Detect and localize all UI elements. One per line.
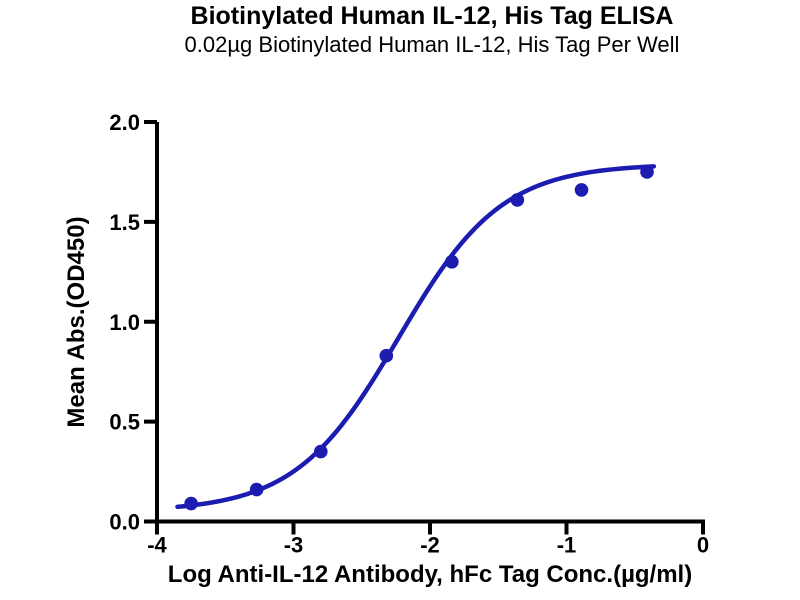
y-tick-label: 1.0 [109,310,140,335]
x-tick-label: 0 [697,533,709,558]
data-point [510,193,525,207]
data-point [249,482,264,497]
y-tick-label: 1.5 [109,210,140,235]
x-tick-label: -2 [420,533,440,558]
data-point [379,348,394,363]
data-point [314,444,328,459]
y-tick-label: 2.0 [109,110,140,135]
x-axis-title: Log Anti-IL-12 Antibody, hFc Tag Conc.(µ… [167,561,693,588]
data-point [574,183,589,197]
fit-curve [175,164,657,510]
chart-title: Biotinylated Human IL-12, His Tag ELISA [190,2,674,30]
y-tick-label: 0.0 [109,510,140,535]
data-point [184,496,198,511]
data-point [640,165,654,179]
chart-subtitle: 0.02µg Biotinylated Human IL-12, His Tag… [184,32,680,57]
data-point [445,255,459,269]
x-tick-label: -3 [284,533,304,558]
x-tick-label: -4 [147,533,167,558]
y-tick-label: 0.5 [109,410,140,435]
x-tick-label: -1 [557,533,577,558]
